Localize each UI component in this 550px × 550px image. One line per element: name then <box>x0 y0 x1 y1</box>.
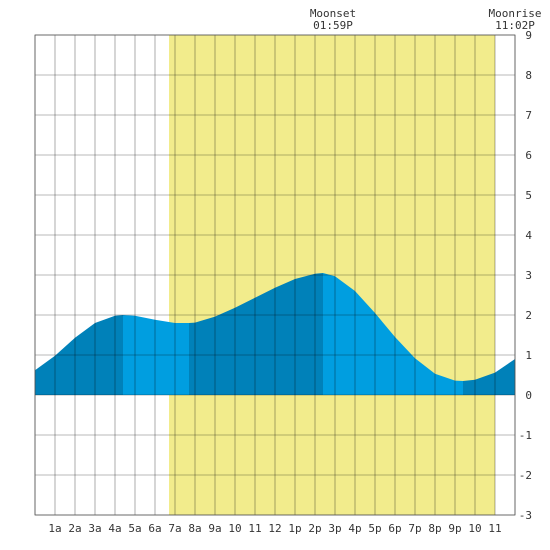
x-tick-label: 11 <box>488 522 501 535</box>
moonset-time: 01:59P <box>313 19 353 32</box>
moonrise-time: 11:02P <box>495 19 535 32</box>
x-tick-label: 2p <box>308 522 321 535</box>
y-tick-label: -2 <box>519 469 532 482</box>
y-tick-label: 4 <box>525 229 532 242</box>
x-tick-label: 8a <box>188 522 201 535</box>
y-tick-label: 6 <box>525 149 532 162</box>
x-tick-label: 3a <box>88 522 101 535</box>
x-tick-label: 5p <box>368 522 381 535</box>
y-tick-label: -1 <box>519 429 532 442</box>
x-tick-label: 9p <box>448 522 461 535</box>
x-tick-label: 2a <box>68 522 81 535</box>
y-tick-label: 7 <box>525 109 532 122</box>
y-tick-label: 2 <box>525 309 532 322</box>
x-tick-label: 10 <box>468 522 481 535</box>
x-tick-label: 7a <box>168 522 181 535</box>
x-tick-label: 4p <box>348 522 361 535</box>
x-tick-label: 12 <box>268 522 281 535</box>
tide-area-segment <box>323 273 463 395</box>
x-tick-label: 3p <box>328 522 341 535</box>
plot-border <box>34 34 516 516</box>
x-tick-label: 4a <box>108 522 121 535</box>
tide-area-segment <box>463 359 515 395</box>
y-tick-label: -3 <box>519 509 532 522</box>
x-tick-label: 11 <box>248 522 261 535</box>
y-tick-label: 8 <box>525 69 532 82</box>
moonset-label: Moonset <box>310 7 356 20</box>
x-tick-label: 1a <box>48 522 61 535</box>
x-tick-label: 9a <box>208 522 221 535</box>
x-tick-label: 6a <box>148 522 161 535</box>
x-tick-label: 1p <box>288 522 301 535</box>
y-tick-label: 3 <box>525 269 532 282</box>
x-tick-label: 6p <box>388 522 401 535</box>
y-tick-label: 9 <box>525 29 532 42</box>
y-tick-label: 0 <box>525 389 532 402</box>
x-tick-label: 5a <box>128 522 141 535</box>
moonrise-label: Moonrise <box>489 7 542 20</box>
x-tick-label: 8p <box>428 522 441 535</box>
y-tick-label: 5 <box>525 189 532 202</box>
x-tick-label: 10 <box>228 522 241 535</box>
tide-area-segment <box>189 273 323 395</box>
y-tick-label: 1 <box>525 349 532 362</box>
x-tick-label: 7p <box>408 522 421 535</box>
